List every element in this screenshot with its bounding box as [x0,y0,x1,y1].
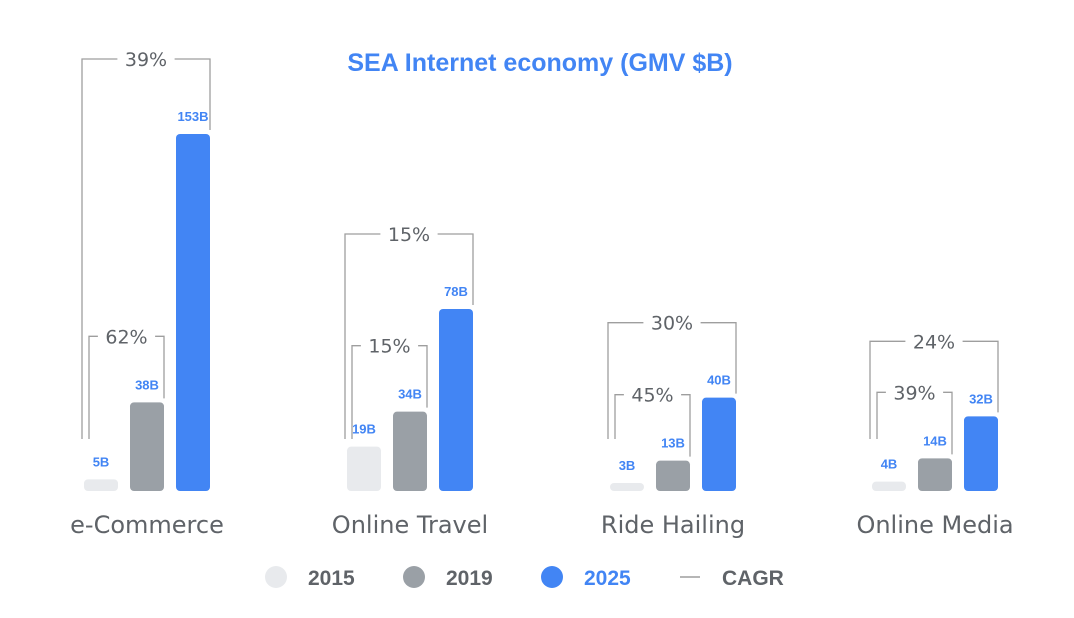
category-label-e-commerce: e-Commerce [70,511,224,539]
category-label-online-travel: Online Travel [332,511,488,539]
value-label-e-commerce-2015: 5B [93,454,110,469]
bar-online-travel-2025 [439,309,473,491]
bar-online-media-2015 [872,481,906,491]
bar-online-media-2019 [918,458,952,491]
legend-label-cagr: CAGR [722,567,784,590]
value-label-e-commerce-2019: 38B [135,377,159,392]
cagr-bracket-e-commerce-2019-2025 [81,58,211,439]
cagr-label-online-media-2015-2019: 39% [893,382,935,404]
value-label-online-travel-2019: 34B [398,387,422,402]
value-label-ride-hailing-2015: 3B [619,458,636,473]
chart-title: SEA Internet economy (GMV $B) [347,49,732,77]
legend-label-2019: 2019 [446,567,493,590]
value-label-online-travel-2015: 19B [352,422,376,437]
cagr-label-e-commerce-2015-2019: 62% [105,326,147,348]
bar-online-media-2025 [964,416,998,491]
cagr-bracket-online-travel-2015-2019 [351,345,428,439]
plot-area: 5B 38B 153B 62% 39% e-Commerce 19B 34B 78B 15% 15%… [70,49,1013,539]
cagr-bracket-online-travel-2019-2025 [344,233,474,439]
cagr-label-online-travel-2015-2019: 15% [368,336,410,358]
legend-marker-2025 [541,566,563,588]
cagr-label-e-commerce-2019-2025: 39% [125,49,167,71]
value-label-online-media-2015: 4B [881,457,898,472]
bar-ride-hailing-2025 [702,397,736,491]
value-label-ride-hailing-2025: 40B [707,373,731,388]
cagr-label-ride-hailing-2015-2019: 45% [631,385,673,407]
legend-label-2025: 2025 [584,567,631,590]
bar-ride-hailing-2019 [656,460,690,491]
cagr-bracket-online-media-2015-2019 [876,391,953,455]
category-label-ride-hailing: Ride Hailing [601,511,745,539]
legend-marker-2015 [265,566,287,588]
cagr-label-online-travel-2019-2025: 15% [388,224,430,246]
legend: 2015 2019 2025 CAGR [265,566,784,590]
bar-online-travel-2015 [347,446,381,491]
cagr-label-online-media-2019-2025: 24% [913,331,955,353]
value-label-online-media-2019: 14B [923,433,947,448]
legend-marker-2019 [403,566,425,588]
bar-e-commerce-2015 [84,479,118,491]
bar-e-commerce-2025 [176,134,210,491]
value-label-online-travel-2025: 78B [444,284,468,299]
legend-label-2015: 2015 [308,567,355,590]
bar-e-commerce-2019 [130,402,164,491]
value-label-online-media-2025: 32B [969,391,993,406]
cagr-label-ride-hailing-2019-2025: 30% [651,313,693,335]
category-label-online-media: Online Media [856,511,1013,539]
bar-online-travel-2019 [393,411,427,491]
cagr-bracket-ride-hailing-2015-2019 [614,394,691,457]
cagr-bracket-online-media-2019-2025 [869,340,999,439]
value-label-ride-hailing-2019: 13B [661,436,685,451]
bar-ride-hailing-2015 [610,483,644,491]
cagr-bracket-e-commerce-2015-2019 [88,335,165,439]
value-label-e-commerce-2025: 153B [177,109,208,124]
cagr-bracket-ride-hailing-2019-2025 [607,322,737,439]
